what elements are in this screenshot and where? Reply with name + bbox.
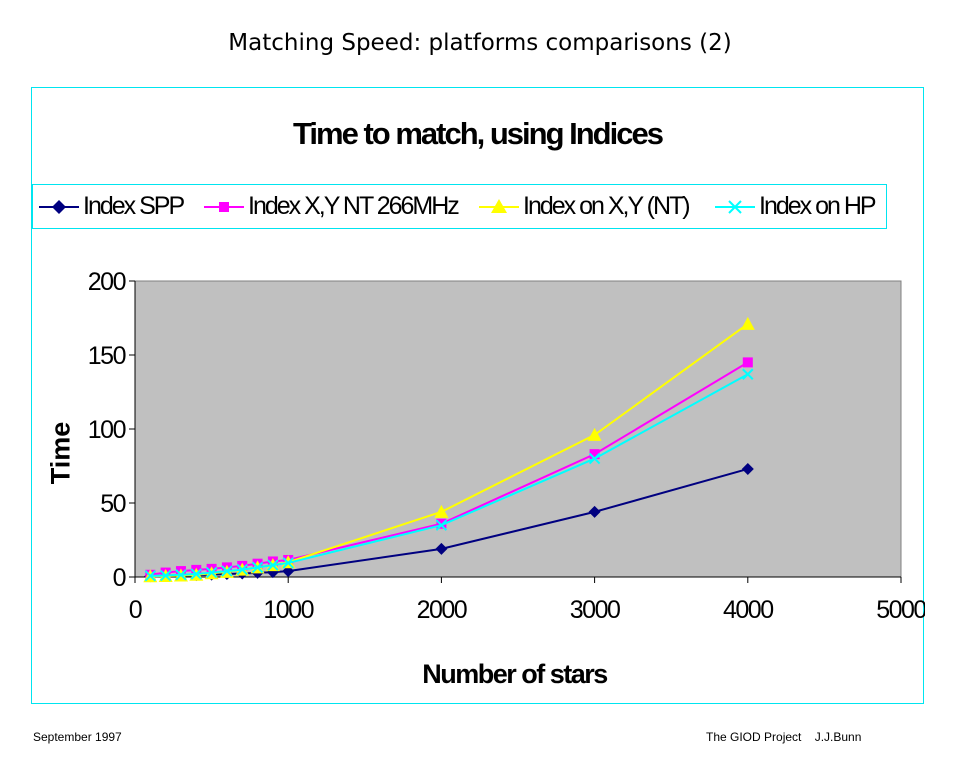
x-axis-title: Number of stars — [422, 659, 608, 689]
data-point-diamond — [588, 505, 601, 518]
y-tick-label: 200 — [88, 268, 126, 296]
slide-title: Matching Speed: platforms comparisons (2… — [228, 30, 732, 56]
data-point-triangle — [740, 316, 755, 330]
legend-marker-square-icon — [204, 202, 244, 212]
data-point-x — [144, 570, 157, 582]
y-tick-label: 0 — [113, 564, 126, 592]
data-point-x — [175, 569, 187, 581]
plot-area — [134, 280, 902, 578]
data-point-triangle — [434, 504, 449, 518]
y-axis-title: Time — [45, 421, 76, 485]
legend-item-index-on-hp: Index on HP — [715, 185, 885, 230]
data-point-x — [159, 569, 172, 582]
legend-label: Index SPP — [83, 192, 185, 220]
data-point-square — [436, 518, 447, 529]
data-point-x — [267, 559, 279, 571]
legend-item-index-spp: Index SPP — [39, 185, 214, 230]
data-point-triangle — [587, 427, 602, 441]
legend-label: Index on X,Y (NT) — [523, 192, 691, 220]
data-point-x — [205, 566, 218, 579]
data-point-square — [589, 449, 600, 460]
x-tick-label: 2000 — [417, 596, 467, 624]
chart-title: Time to match, using Indices — [293, 116, 664, 151]
data-point-x — [190, 568, 202, 580]
legend-marker-diamond-icon — [39, 200, 79, 214]
data-point-x — [282, 557, 294, 569]
legend-marker-triangle-icon — [479, 199, 519, 213]
x-tick-label: 5000 — [876, 596, 925, 624]
legend-item-index-xy-nt: Index X,Y NT 266MHz — [204, 185, 479, 230]
data-point-x — [435, 519, 448, 531]
legend-marker-x-icon — [715, 200, 755, 214]
x-tick-label: 1000 — [263, 596, 313, 624]
x-tick-label: 3000 — [570, 596, 620, 624]
chart-frame: Time to match, using Indices Index SPP I… — [31, 87, 925, 704]
data-point-x — [251, 561, 264, 574]
y-tick-label: 50 — [100, 490, 125, 518]
data-point-diamond — [741, 462, 754, 475]
data-point-x — [221, 565, 233, 577]
legend-label: Index X,Y NT 266MHz — [248, 192, 460, 220]
data-point-diamond — [282, 565, 295, 578]
y-tick-label: 150 — [88, 342, 126, 370]
data-point-diamond — [266, 566, 279, 579]
x-tick-label: 0 — [129, 596, 142, 624]
y-tick-label: 100 — [88, 416, 126, 444]
chart-legend: Index SPP Index X,Y NT 266MHz Index on X… — [32, 184, 887, 229]
footer-credit: The GIOD Project J.J.Bunn — [706, 730, 862, 744]
data-point-x — [236, 563, 248, 576]
legend-item-index-on-xy-nt: Index on X,Y (NT) — [479, 185, 719, 230]
data-point-diamond — [435, 542, 448, 555]
x-tick-label: 4000 — [723, 596, 773, 624]
legend-label: Index on HP — [759, 192, 877, 220]
footer-date: September 1997 — [33, 730, 122, 744]
data-point-square — [742, 357, 753, 368]
data-point-x — [588, 452, 601, 465]
data-point-x — [742, 368, 754, 380]
